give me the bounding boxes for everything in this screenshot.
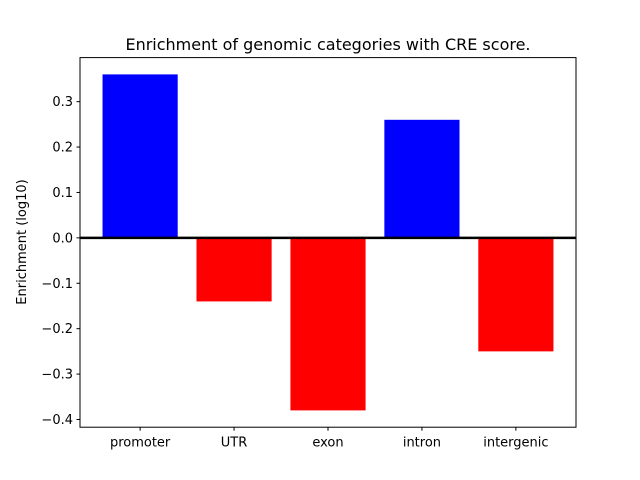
- y-tick-label: 0.0: [52, 231, 73, 246]
- chart-title: Enrichment of genomic categories with CR…: [125, 35, 531, 54]
- y-tick-label: 0.2: [52, 141, 73, 156]
- y-tick-label: −0.1: [41, 277, 73, 292]
- y-tick-label: −0.3: [41, 368, 73, 383]
- bar-UTR: [196, 237, 272, 302]
- y-tick-label: −0.4: [41, 413, 73, 428]
- bar-intron: [384, 119, 460, 238]
- bar-intergenic: [478, 237, 554, 352]
- bar-exon: [290, 237, 366, 411]
- x-tick-label: exon: [312, 436, 343, 451]
- x-tick-label: promoter: [110, 436, 171, 451]
- y-tick-label: 0.3: [52, 95, 73, 110]
- bar-promoter: [102, 74, 178, 238]
- x-tick-label: intergenic: [483, 436, 548, 451]
- y-tick-label: 0.1: [52, 186, 73, 201]
- x-tick-label: UTR: [221, 436, 248, 451]
- y-tick-label: −0.2: [41, 322, 73, 337]
- x-tick-label: intron: [403, 436, 441, 451]
